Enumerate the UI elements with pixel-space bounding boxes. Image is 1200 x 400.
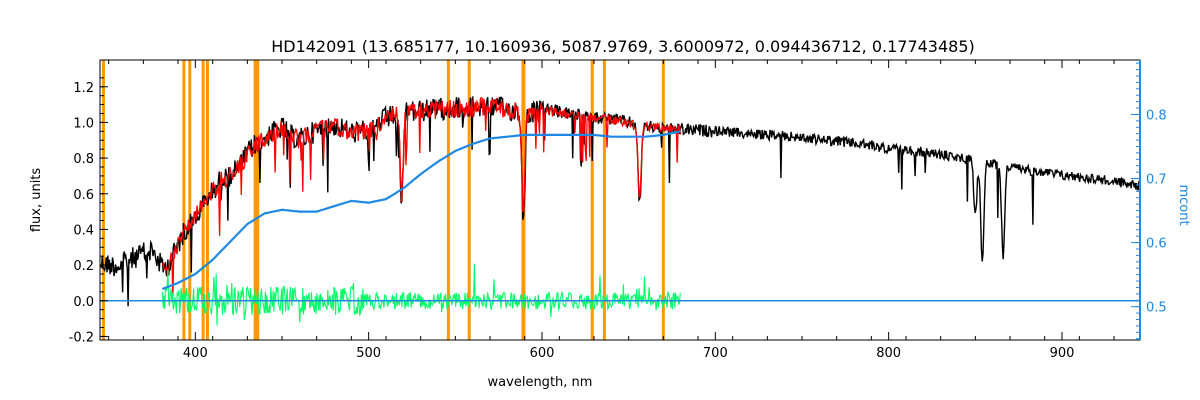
plot-area: [99, 60, 1141, 340]
model-spectrum: [161, 97, 682, 297]
x-tick-label-0: 400: [183, 346, 208, 361]
x-tick-label-5: 900: [1050, 346, 1075, 361]
y2-axis: 0.5 0.6 0.7 0.8: [1131, 60, 1167, 340]
continuum-line: [161, 130, 681, 291]
y2-tick-label-1: 0.6: [1146, 237, 1167, 252]
y-axis: -0.2 0.0 0.2 0.4 0.6 0.8 1.0 1.2: [69, 77, 108, 345]
x-tick-label-2: 600: [530, 346, 555, 361]
residual-spectrum: [161, 263, 681, 326]
y-tick-label-3: 0.4: [73, 223, 94, 238]
x-tick-label-1: 500: [356, 346, 381, 361]
continuum-curve: [161, 130, 681, 291]
y-tick-label-5: 0.8: [73, 152, 94, 167]
y-tick-label-0: -0.2: [69, 330, 94, 345]
x-axis: 400 500 600 700 800 900: [108, 60, 1115, 361]
y-tick-label-2: 0.2: [73, 259, 94, 274]
model-spectrum-line: [161, 97, 682, 297]
y2-tick-label-0: 0.5: [1146, 301, 1167, 316]
y2-tick-label-3: 0.8: [1146, 108, 1167, 123]
y2-axis-label: mcont: [1176, 184, 1191, 225]
chart-title: HD142091 (13.685177, 10.160936, 5087.976…: [271, 37, 975, 56]
residual-line: [161, 263, 681, 326]
y-tick-label-7: 1.2: [73, 81, 94, 96]
y-tick-label-6: 1.0: [73, 116, 94, 131]
x-tick-label-4: 800: [876, 346, 901, 361]
x-tick-label-3: 700: [703, 346, 728, 361]
x-axis-label: wavelength, nm: [488, 375, 593, 390]
y-axis-label: flux, units: [29, 168, 44, 233]
y2-tick-label-2: 0.7: [1146, 173, 1167, 188]
y-tick-label-4: 0.6: [73, 188, 94, 203]
y-tick-label-1: 0.0: [73, 295, 94, 310]
